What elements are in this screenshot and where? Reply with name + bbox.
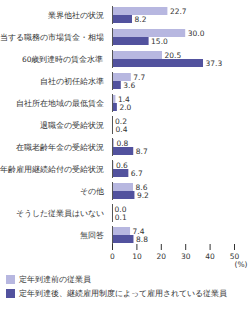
svg-text:8.6: 8.6 — [135, 182, 148, 192]
svg-text:15.0: 15.0 — [151, 37, 168, 46]
svg-text:0.1: 0.1 — [115, 213, 127, 222]
svg-text:8.7: 8.7 — [136, 147, 148, 156]
svg-text:0.0: 0.0 — [114, 204, 127, 214]
svg-text:3.6: 3.6 — [123, 81, 135, 90]
svg-text:0.6: 0.6 — [116, 161, 128, 170]
svg-text:そうした従業員はいない: そうした従業員はいない — [16, 209, 104, 218]
svg-text:(%): (%) — [235, 260, 248, 269]
svg-text:0.4: 0.4 — [115, 125, 127, 134]
svg-text:8.2: 8.2 — [135, 15, 147, 24]
svg-text:2.0: 2.0 — [119, 103, 131, 112]
svg-text:30: 30 — [181, 252, 191, 261]
svg-text:1.4: 1.4 — [117, 94, 130, 104]
svg-text:20.5: 20.5 — [165, 51, 182, 60]
svg-text:6.7: 6.7 — [131, 169, 143, 178]
svg-text:業界他社の状況: 業界他社の状況 — [48, 11, 104, 20]
svg-text:自社所在地域の最低賃金: 自社所在地域の最低賃金 — [16, 99, 104, 108]
html-text:定年到達前の従業員: 定年到達前の従業員 — [19, 275, 91, 284]
svg-text:高年齢雇用継続給付の受給状況: 高年齢雇用継続給付の受給状況 — [0, 165, 104, 174]
svg-text:37.3: 37.3 — [206, 59, 223, 68]
svg-text:60歳到達時の賃金水準: 60歳到達時の賃金水準 — [22, 55, 104, 64]
svg-text:退職金の受給状況: 退職金の受給状況 — [40, 121, 104, 130]
html-text:定年到達後、継続雇用制度によって雇用されている従業員: 定年到達後、継続雇用制度によって雇用されている従業員 — [19, 289, 227, 298]
svg-text:担当する職務の市場賃金・相場: 担当する職務の市場賃金・相場 — [0, 33, 104, 42]
svg-text:22.7: 22.7 — [170, 7, 187, 16]
svg-text:7.7: 7.7 — [133, 72, 146, 82]
svg-text:9.2: 9.2 — [137, 191, 149, 200]
svg-text:7.4: 7.4 — [132, 226, 145, 236]
svg-text:30.0: 30.0 — [188, 29, 205, 38]
svg-text:10: 10 — [132, 252, 142, 261]
svg-text:0.8: 0.8 — [116, 139, 128, 148]
svg-text:0: 0 — [110, 252, 115, 261]
svg-text:自社の初任給水準: 自社の初任給水準 — [40, 77, 104, 86]
svg-text:その他: その他 — [80, 187, 104, 196]
svg-text:40: 40 — [205, 252, 215, 261]
svg-text:8.8: 8.8 — [136, 235, 148, 244]
svg-text:20: 20 — [157, 252, 167, 261]
svg-text:0.2: 0.2 — [115, 116, 127, 126]
svg-text:50: 50 — [229, 251, 240, 261]
svg-text:在職老齢年金の受給状況: 在職老齢年金の受給状況 — [16, 143, 104, 152]
svg-text:無回答: 無回答 — [80, 231, 104, 240]
